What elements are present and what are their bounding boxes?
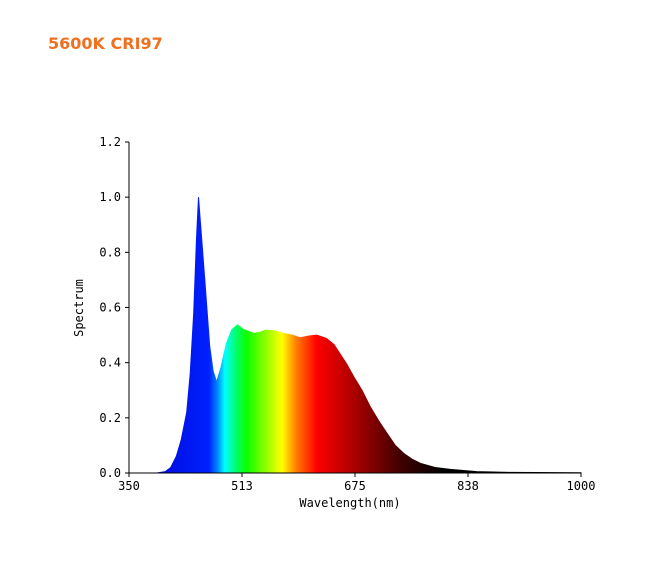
y-tick-label: 0.6 xyxy=(99,301,121,315)
x-tick-label: 675 xyxy=(344,479,366,493)
y-tick-label: 0.4 xyxy=(99,356,121,370)
spectrum-area xyxy=(129,197,582,474)
y-tick-label: 0.8 xyxy=(99,245,121,259)
x-axis-label: Wavelength(nm) xyxy=(299,496,400,510)
y-tick-label: 0.2 xyxy=(99,411,121,425)
x-tick-label: 838 xyxy=(457,479,479,493)
y-tick-label: 0.0 xyxy=(99,466,121,480)
x-tick-label: 350 xyxy=(118,479,140,493)
y-axis-label: Spectrum xyxy=(72,279,86,337)
y-tick-label: 1.0 xyxy=(99,190,121,204)
chart-title: 5600K CRI97 xyxy=(48,34,163,53)
x-tick-label: 513 xyxy=(231,479,253,493)
x-tick-label: 1000 xyxy=(567,479,596,493)
y-tick-label: 1.2 xyxy=(99,135,121,149)
